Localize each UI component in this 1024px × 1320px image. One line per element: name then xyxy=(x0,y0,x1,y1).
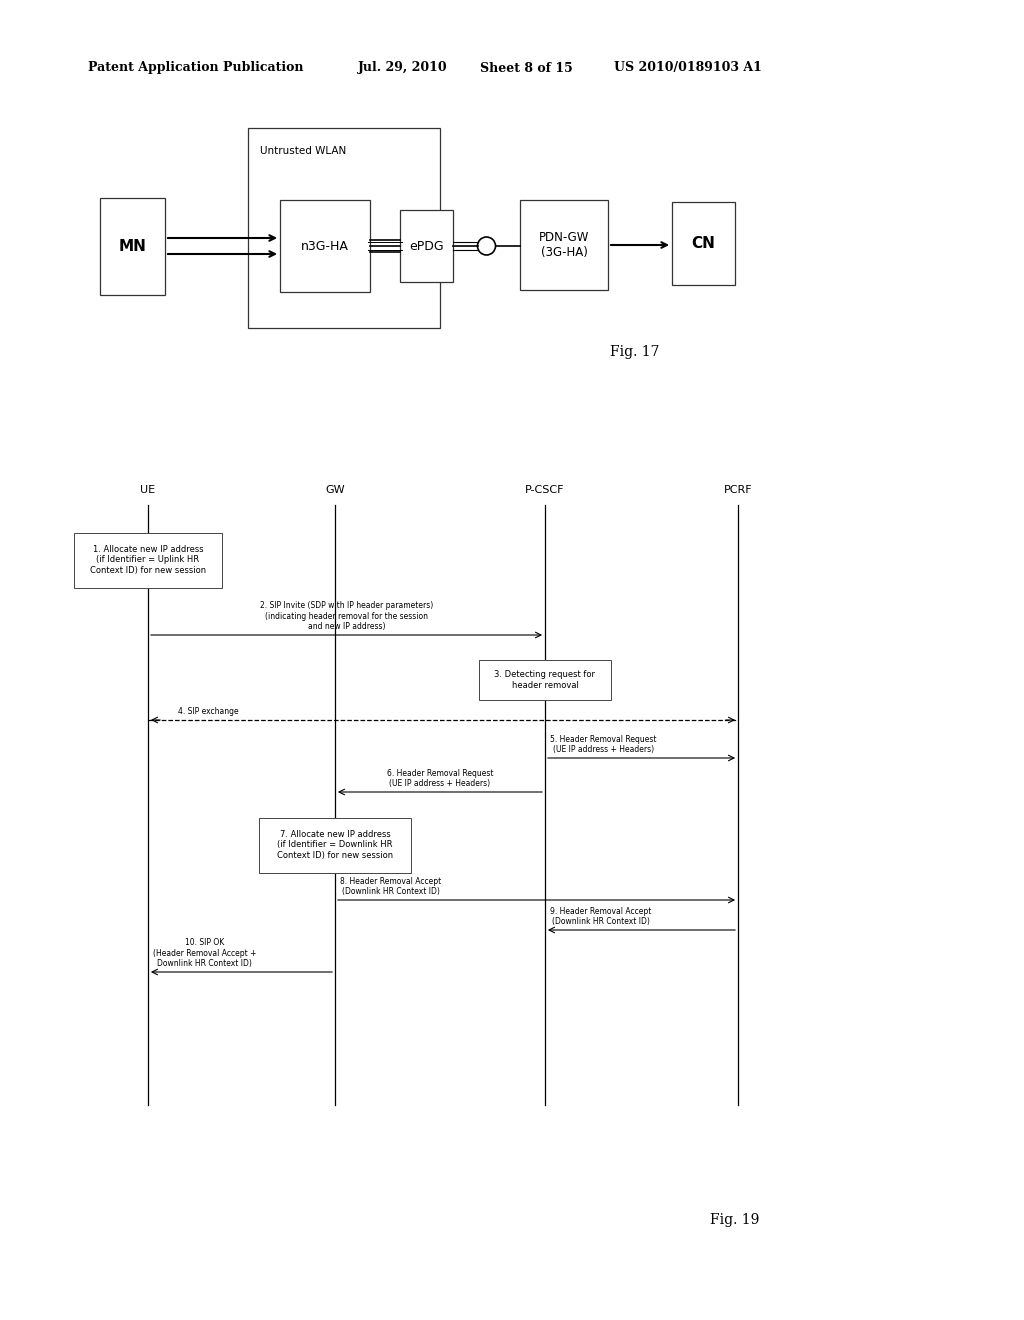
Text: UE: UE xyxy=(140,484,156,495)
Text: 4. SIP exchange: 4. SIP exchange xyxy=(178,708,239,715)
Bar xyxy=(672,202,735,285)
Text: US 2010/0189103 A1: US 2010/0189103 A1 xyxy=(614,62,762,74)
Text: MN: MN xyxy=(119,239,146,253)
Text: Patent Application Publication: Patent Application Publication xyxy=(88,62,303,74)
Text: 2. SIP Invite (SDP with IP header parameters)
(indicating header removal for the: 2. SIP Invite (SDP with IP header parame… xyxy=(260,601,433,631)
Text: ePDG: ePDG xyxy=(410,239,443,252)
Text: Untrusted WLAN: Untrusted WLAN xyxy=(260,147,346,156)
Text: 3. Detecting request for
header removal: 3. Detecting request for header removal xyxy=(495,671,596,689)
Bar xyxy=(74,532,222,587)
Bar xyxy=(100,198,165,294)
Bar xyxy=(280,201,370,292)
Text: n3G-HA: n3G-HA xyxy=(301,239,349,252)
Bar xyxy=(479,660,611,700)
Text: 5. Header Removal Request
(UE IP address + Headers): 5. Header Removal Request (UE IP address… xyxy=(550,735,656,754)
Text: 9. Header Removal Accept
(Downlink HR Context ID): 9. Header Removal Accept (Downlink HR Co… xyxy=(550,907,651,927)
Text: 1. Allocate new IP address
(if Identifier = Uplink HR
Context ID) for new sessio: 1. Allocate new IP address (if Identifie… xyxy=(90,545,206,576)
Text: Fig. 19: Fig. 19 xyxy=(711,1213,760,1228)
Bar xyxy=(259,817,411,873)
Text: P-CSCF: P-CSCF xyxy=(525,484,565,495)
Text: 7. Allocate new IP address
(if Identifier = Downlink HR
Context ID) for new sess: 7. Allocate new IP address (if Identifie… xyxy=(276,830,393,859)
Text: Sheet 8 of 15: Sheet 8 of 15 xyxy=(480,62,572,74)
Text: CN: CN xyxy=(691,236,716,251)
Text: Fig. 17: Fig. 17 xyxy=(610,345,659,359)
Bar xyxy=(248,128,440,327)
Text: PDN-GW
(3G-HA): PDN-GW (3G-HA) xyxy=(539,231,589,259)
Bar xyxy=(400,210,453,282)
Text: 6. Header Removal Request
(UE IP address + Headers): 6. Header Removal Request (UE IP address… xyxy=(387,768,494,788)
Text: PCRF: PCRF xyxy=(724,484,753,495)
Bar xyxy=(520,201,608,290)
Text: 8. Header Removal Accept
(Downlink HR Context ID): 8. Header Removal Accept (Downlink HR Co… xyxy=(340,876,441,896)
Text: GW: GW xyxy=(326,484,345,495)
Text: Jul. 29, 2010: Jul. 29, 2010 xyxy=(358,62,447,74)
Text: 10. SIP OK
(Header Removal Accept +
Downlink HR Context ID): 10. SIP OK (Header Removal Accept + Down… xyxy=(153,939,256,968)
